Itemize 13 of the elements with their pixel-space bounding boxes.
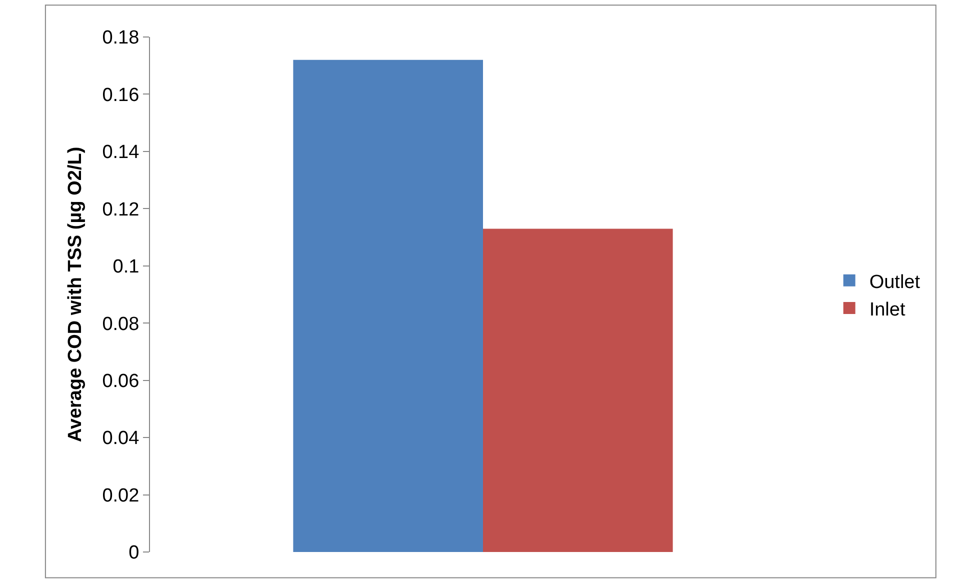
y-tick-label: 0.12 [102,199,140,220]
y-tick-label: 0.06 [102,370,140,392]
y-tick-label: 0.04 [102,428,140,450]
y-tick-label: 0.1 [112,256,140,278]
y-tick-label: 0.18 [102,28,140,49]
legend-label: Inlet [869,299,906,320]
y-tick-label: 0.02 [102,485,140,506]
legend-label: Outlet [869,272,921,293]
y-tick-label: 0.16 [102,84,140,106]
y-tick-label: 0.14 [102,142,140,164]
y-tick-label: 0.08 [102,314,140,335]
y-tick-label: 0 [128,542,140,564]
y-axis-title: Average COD with TSS (µg O2/L) [65,146,86,442]
